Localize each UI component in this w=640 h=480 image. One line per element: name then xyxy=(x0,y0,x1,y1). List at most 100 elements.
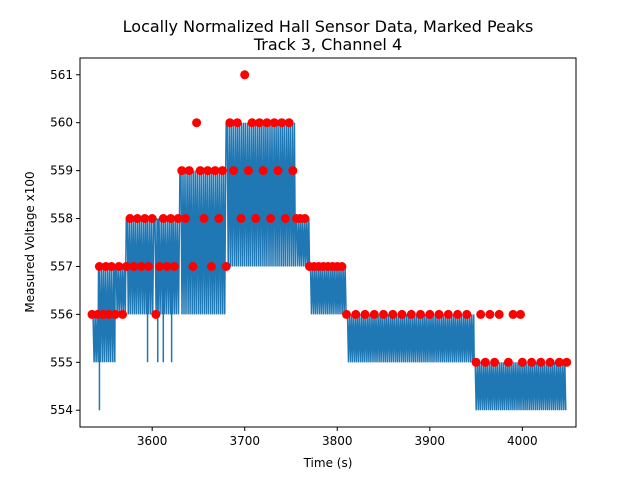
y-tick-label: 557 xyxy=(50,259,73,273)
peak-marker xyxy=(136,262,146,271)
peak-marker xyxy=(184,166,194,176)
peak-marker xyxy=(158,214,168,223)
peak-marker xyxy=(453,309,463,319)
peak-marker xyxy=(490,357,500,367)
peak-marker xyxy=(144,262,153,271)
peak-marker xyxy=(147,214,157,223)
peak-marker xyxy=(471,357,481,367)
peak-marker xyxy=(337,262,347,271)
y-tick-label: 554 xyxy=(50,403,73,417)
peak-marker xyxy=(284,118,294,128)
peak-marker xyxy=(360,309,370,319)
peak-marker xyxy=(406,309,416,319)
peak-marker xyxy=(251,214,261,223)
peak-marker xyxy=(545,357,555,367)
peak-marker xyxy=(169,262,179,271)
peak-marker xyxy=(562,357,572,367)
peak-marker xyxy=(195,166,205,176)
peak-marker xyxy=(425,309,435,319)
peak-marker xyxy=(114,262,124,271)
peak-marker xyxy=(258,166,268,176)
peak-marker xyxy=(342,309,351,319)
peak-marker xyxy=(132,214,142,223)
peak-marker xyxy=(151,309,161,319)
peak-marker xyxy=(225,118,235,128)
peak-marker xyxy=(369,309,379,319)
y-tick-label: 555 xyxy=(50,355,73,369)
peak-marker xyxy=(110,309,120,319)
peak-marker xyxy=(121,262,131,271)
peak-marker xyxy=(247,118,257,128)
y-axis-label: Measured Voltage x100 xyxy=(23,171,37,312)
x-tick-label: 4000 xyxy=(507,434,538,448)
peak-marker xyxy=(214,214,224,223)
peak-marker xyxy=(494,309,504,319)
peak-marker xyxy=(232,118,242,128)
peak-marker xyxy=(255,118,264,128)
peak-marker xyxy=(118,309,128,319)
peak-marker xyxy=(162,262,172,271)
peak-marker xyxy=(210,166,220,176)
peak-marker xyxy=(443,309,453,319)
peak-marker xyxy=(229,166,239,176)
peak-marker xyxy=(206,262,216,271)
peak-marker xyxy=(236,214,246,223)
axes-frame xyxy=(79,57,577,428)
peak-marker xyxy=(485,309,495,319)
peak-marker xyxy=(173,214,183,223)
peak-marker xyxy=(277,118,287,128)
x-tick-label: 3800 xyxy=(322,434,353,448)
peak-marker xyxy=(177,166,187,176)
x-tick-label: 3700 xyxy=(229,434,260,448)
peak-marker xyxy=(140,214,150,223)
y-tick-label: 558 xyxy=(50,212,73,226)
peak-marker xyxy=(503,357,513,367)
peak-marker xyxy=(273,166,283,176)
peak-marker xyxy=(517,357,527,367)
y-tick-label: 561 xyxy=(50,68,73,82)
peak-marker xyxy=(516,309,525,319)
peak-marker xyxy=(125,214,135,223)
chart-title: Locally Normalized Hall Sensor Data, Mar… xyxy=(123,17,534,36)
peak-marker xyxy=(218,166,227,176)
peak-marker xyxy=(155,262,165,271)
peak-marker xyxy=(288,166,298,176)
chart-subtitle: Track 3, Channel 4 xyxy=(253,35,402,54)
peak-marker xyxy=(240,70,250,80)
peak-marker xyxy=(476,309,486,319)
plot-area xyxy=(87,70,572,411)
peak-marker xyxy=(203,166,213,176)
peak-marker xyxy=(129,262,139,271)
peak-marker xyxy=(527,357,537,367)
peak-marker xyxy=(243,166,253,176)
x-axis-ticks: 3600 3700 3800 3900 4000 xyxy=(137,427,538,448)
peak-marker xyxy=(508,309,518,319)
peak-marker xyxy=(416,309,425,319)
peak-marker xyxy=(462,309,472,319)
y-tick-label: 556 xyxy=(50,307,73,321)
peak-marker xyxy=(280,214,290,223)
peak-marker xyxy=(554,357,564,367)
x-axis-label: Time (s) xyxy=(303,456,353,470)
x-tick-label: 3600 xyxy=(137,434,168,448)
peak-marker xyxy=(188,262,198,271)
peak-marker xyxy=(94,262,104,271)
peak-marker xyxy=(266,214,276,223)
peak-marker xyxy=(192,118,202,128)
peak-marker xyxy=(221,262,231,271)
peak-marker xyxy=(269,118,279,128)
peak-marker xyxy=(104,309,114,319)
peak-marker xyxy=(351,309,361,319)
peak-marker xyxy=(181,214,190,223)
peak-marker xyxy=(388,309,398,319)
y-tick-label: 560 xyxy=(50,116,73,130)
peak-marker xyxy=(397,309,407,319)
peak-marker xyxy=(107,262,116,271)
x-tick-label: 3900 xyxy=(415,434,446,448)
peak-marker xyxy=(480,357,490,367)
peak-marker xyxy=(536,357,546,367)
y-tick-label: 559 xyxy=(50,164,73,178)
peak-marker xyxy=(434,309,444,319)
